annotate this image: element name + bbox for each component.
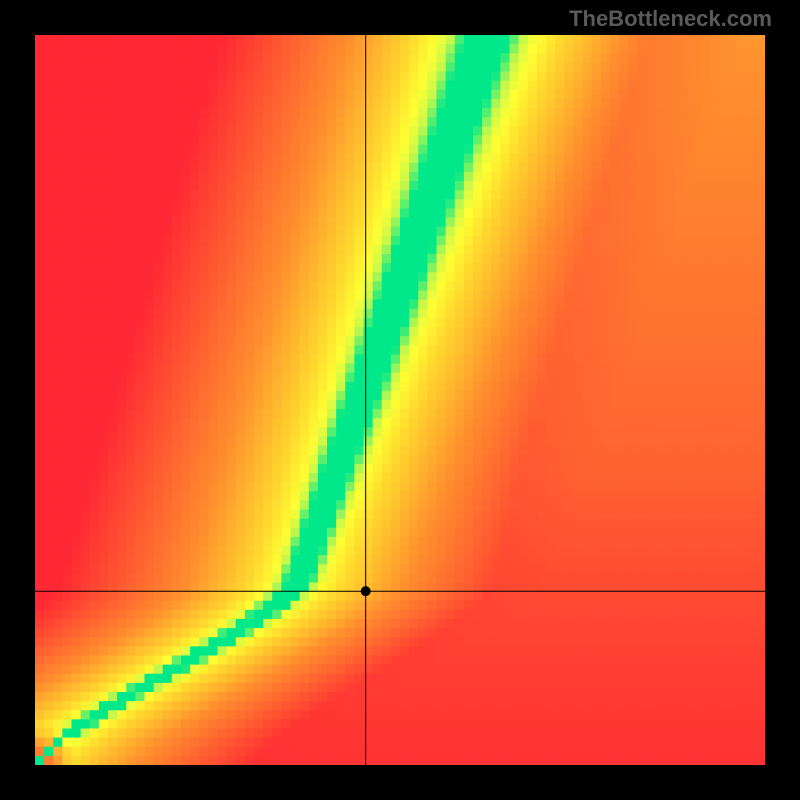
heatmap-canvas	[35, 35, 765, 765]
bottleneck-heatmap	[35, 35, 765, 765]
watermark-text: TheBottleneck.com	[569, 6, 772, 32]
